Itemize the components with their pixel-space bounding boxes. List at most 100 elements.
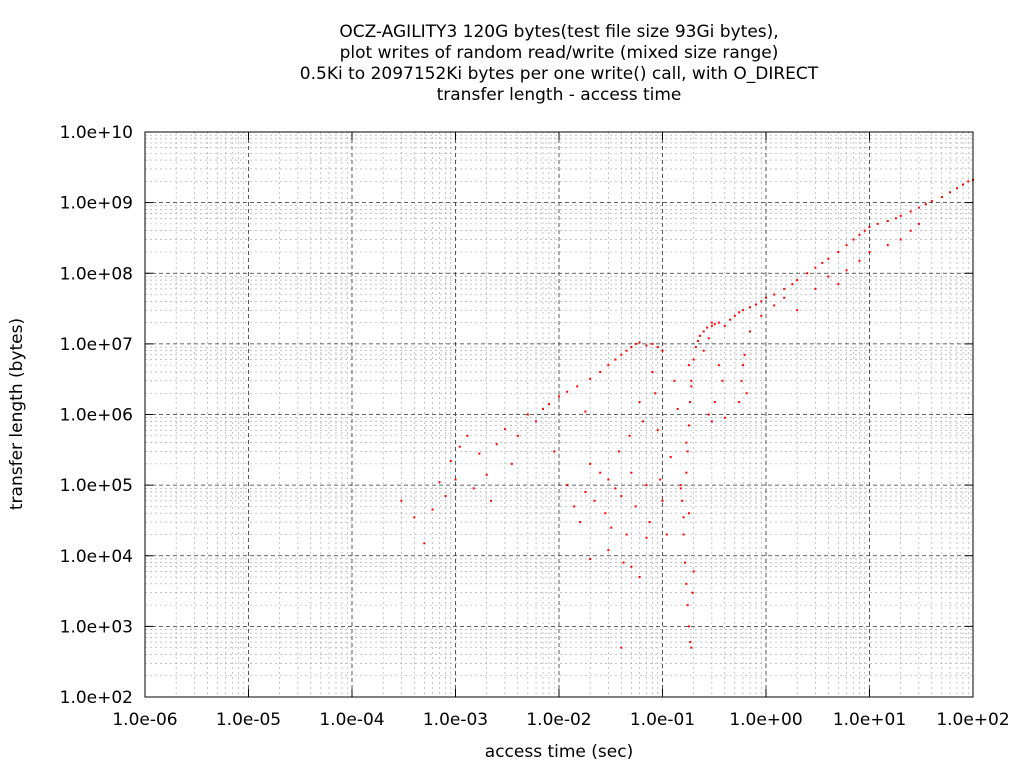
- data-point: [607, 364, 610, 367]
- data-point: [930, 200, 933, 203]
- y-tick-label: 1.0e+10: [60, 123, 133, 143]
- data-point: [696, 339, 699, 342]
- data-point: [458, 445, 461, 448]
- data-point: [661, 499, 664, 502]
- data-point: [967, 180, 970, 183]
- data-point: [684, 561, 687, 564]
- data-point: [645, 484, 648, 487]
- data-point: [485, 473, 488, 476]
- data-point: [852, 238, 855, 241]
- data-point: [685, 582, 688, 585]
- data-point: [665, 533, 668, 536]
- data-point: [723, 416, 726, 419]
- data-point: [541, 407, 544, 410]
- data-point: [690, 646, 693, 649]
- data-point: [607, 549, 610, 552]
- data-point: [773, 293, 776, 296]
- data-point: [698, 334, 701, 337]
- y-tick-label: 1.0e+02: [60, 688, 133, 708]
- data-point: [625, 533, 628, 536]
- data-point: [584, 490, 587, 493]
- data-point: [721, 379, 724, 382]
- data-point: [558, 395, 560, 398]
- data-point: [454, 478, 457, 481]
- data-point: [743, 353, 746, 356]
- data-point: [489, 499, 492, 502]
- data-point: [651, 342, 654, 345]
- data-point: [681, 499, 684, 502]
- data-point: [466, 434, 469, 437]
- data-point: [656, 429, 659, 432]
- data-point: [690, 385, 693, 388]
- data-point: [845, 244, 848, 247]
- data-point: [589, 462, 592, 465]
- data-point: [740, 379, 743, 382]
- data-point: [413, 516, 416, 519]
- data-point: [886, 219, 889, 222]
- data-point: [702, 330, 705, 333]
- data-point: [630, 346, 633, 349]
- data-point: [760, 314, 763, 317]
- data-point: [656, 346, 659, 349]
- data-point: [472, 487, 475, 490]
- data-point: [858, 259, 861, 262]
- y-tick-label: 1.0e+03: [60, 617, 133, 637]
- title-line: 0.5Ki to 2097152Ki bytes per one write()…: [300, 64, 819, 84]
- x-tick-label: 1.0e+01: [833, 710, 906, 730]
- data-point: [710, 321, 713, 324]
- data-point: [687, 364, 690, 367]
- data-point: [685, 441, 688, 444]
- data-point: [961, 183, 964, 186]
- data-point: [634, 342, 637, 345]
- data-point: [423, 542, 426, 545]
- data-point: [526, 413, 529, 416]
- x-tick-label: 1.0e+02: [936, 710, 1009, 730]
- x-tick-label: 1.0e-04: [319, 710, 384, 730]
- y-tick-label: 1.0e+05: [60, 476, 133, 496]
- data-point: [754, 303, 757, 306]
- data-point: [648, 521, 651, 524]
- data-point: [642, 420, 645, 423]
- data-point: [783, 287, 786, 290]
- data-point: [687, 625, 690, 628]
- data-point: [625, 349, 628, 352]
- data-point: [717, 321, 720, 324]
- data-point: [622, 561, 625, 564]
- data-point: [620, 646, 623, 649]
- data-point: [748, 330, 751, 333]
- data-point: [909, 210, 912, 213]
- y-axis-label: transfer length (bytes): [7, 318, 27, 510]
- data-point: [495, 443, 498, 446]
- chart-title: OCZ-AGILITY3 120G bytes(test file size 9…: [300, 22, 819, 105]
- y-tick-label: 1.0e+08: [60, 264, 133, 284]
- data-point: [503, 428, 506, 431]
- data-point: [706, 326, 709, 329]
- data-point: [796, 309, 799, 312]
- data-point: [638, 341, 641, 344]
- data-point: [618, 450, 621, 453]
- title-line: plot writes of random read/write (mixed …: [340, 43, 779, 63]
- data-point: [689, 401, 692, 404]
- data-point: [760, 300, 763, 303]
- data-point: [604, 512, 607, 515]
- data-point: [645, 536, 648, 539]
- y-tick-labels: 1.0e+02 1.0e+03 1.0e+04 1.0e+05 1.0e+06 1.0e+…: [60, 123, 133, 708]
- data-point: [738, 401, 741, 404]
- data-point: [917, 206, 920, 209]
- data-point: [687, 512, 690, 515]
- data-point: [431, 508, 434, 511]
- data-point: [510, 462, 513, 465]
- axis-ticks: [144, 131, 974, 698]
- data-point: [899, 238, 902, 241]
- data-point: [707, 337, 710, 340]
- data-point: [566, 484, 569, 487]
- x-tick-label: 1.0e-03: [423, 710, 488, 730]
- data-point: [654, 392, 657, 395]
- title-line: transfer length - access time: [437, 85, 682, 105]
- data-point: [449, 459, 452, 462]
- data-point: [742, 364, 745, 367]
- x-tick-label: 1.0e-01: [630, 710, 695, 730]
- data-point: [638, 576, 641, 579]
